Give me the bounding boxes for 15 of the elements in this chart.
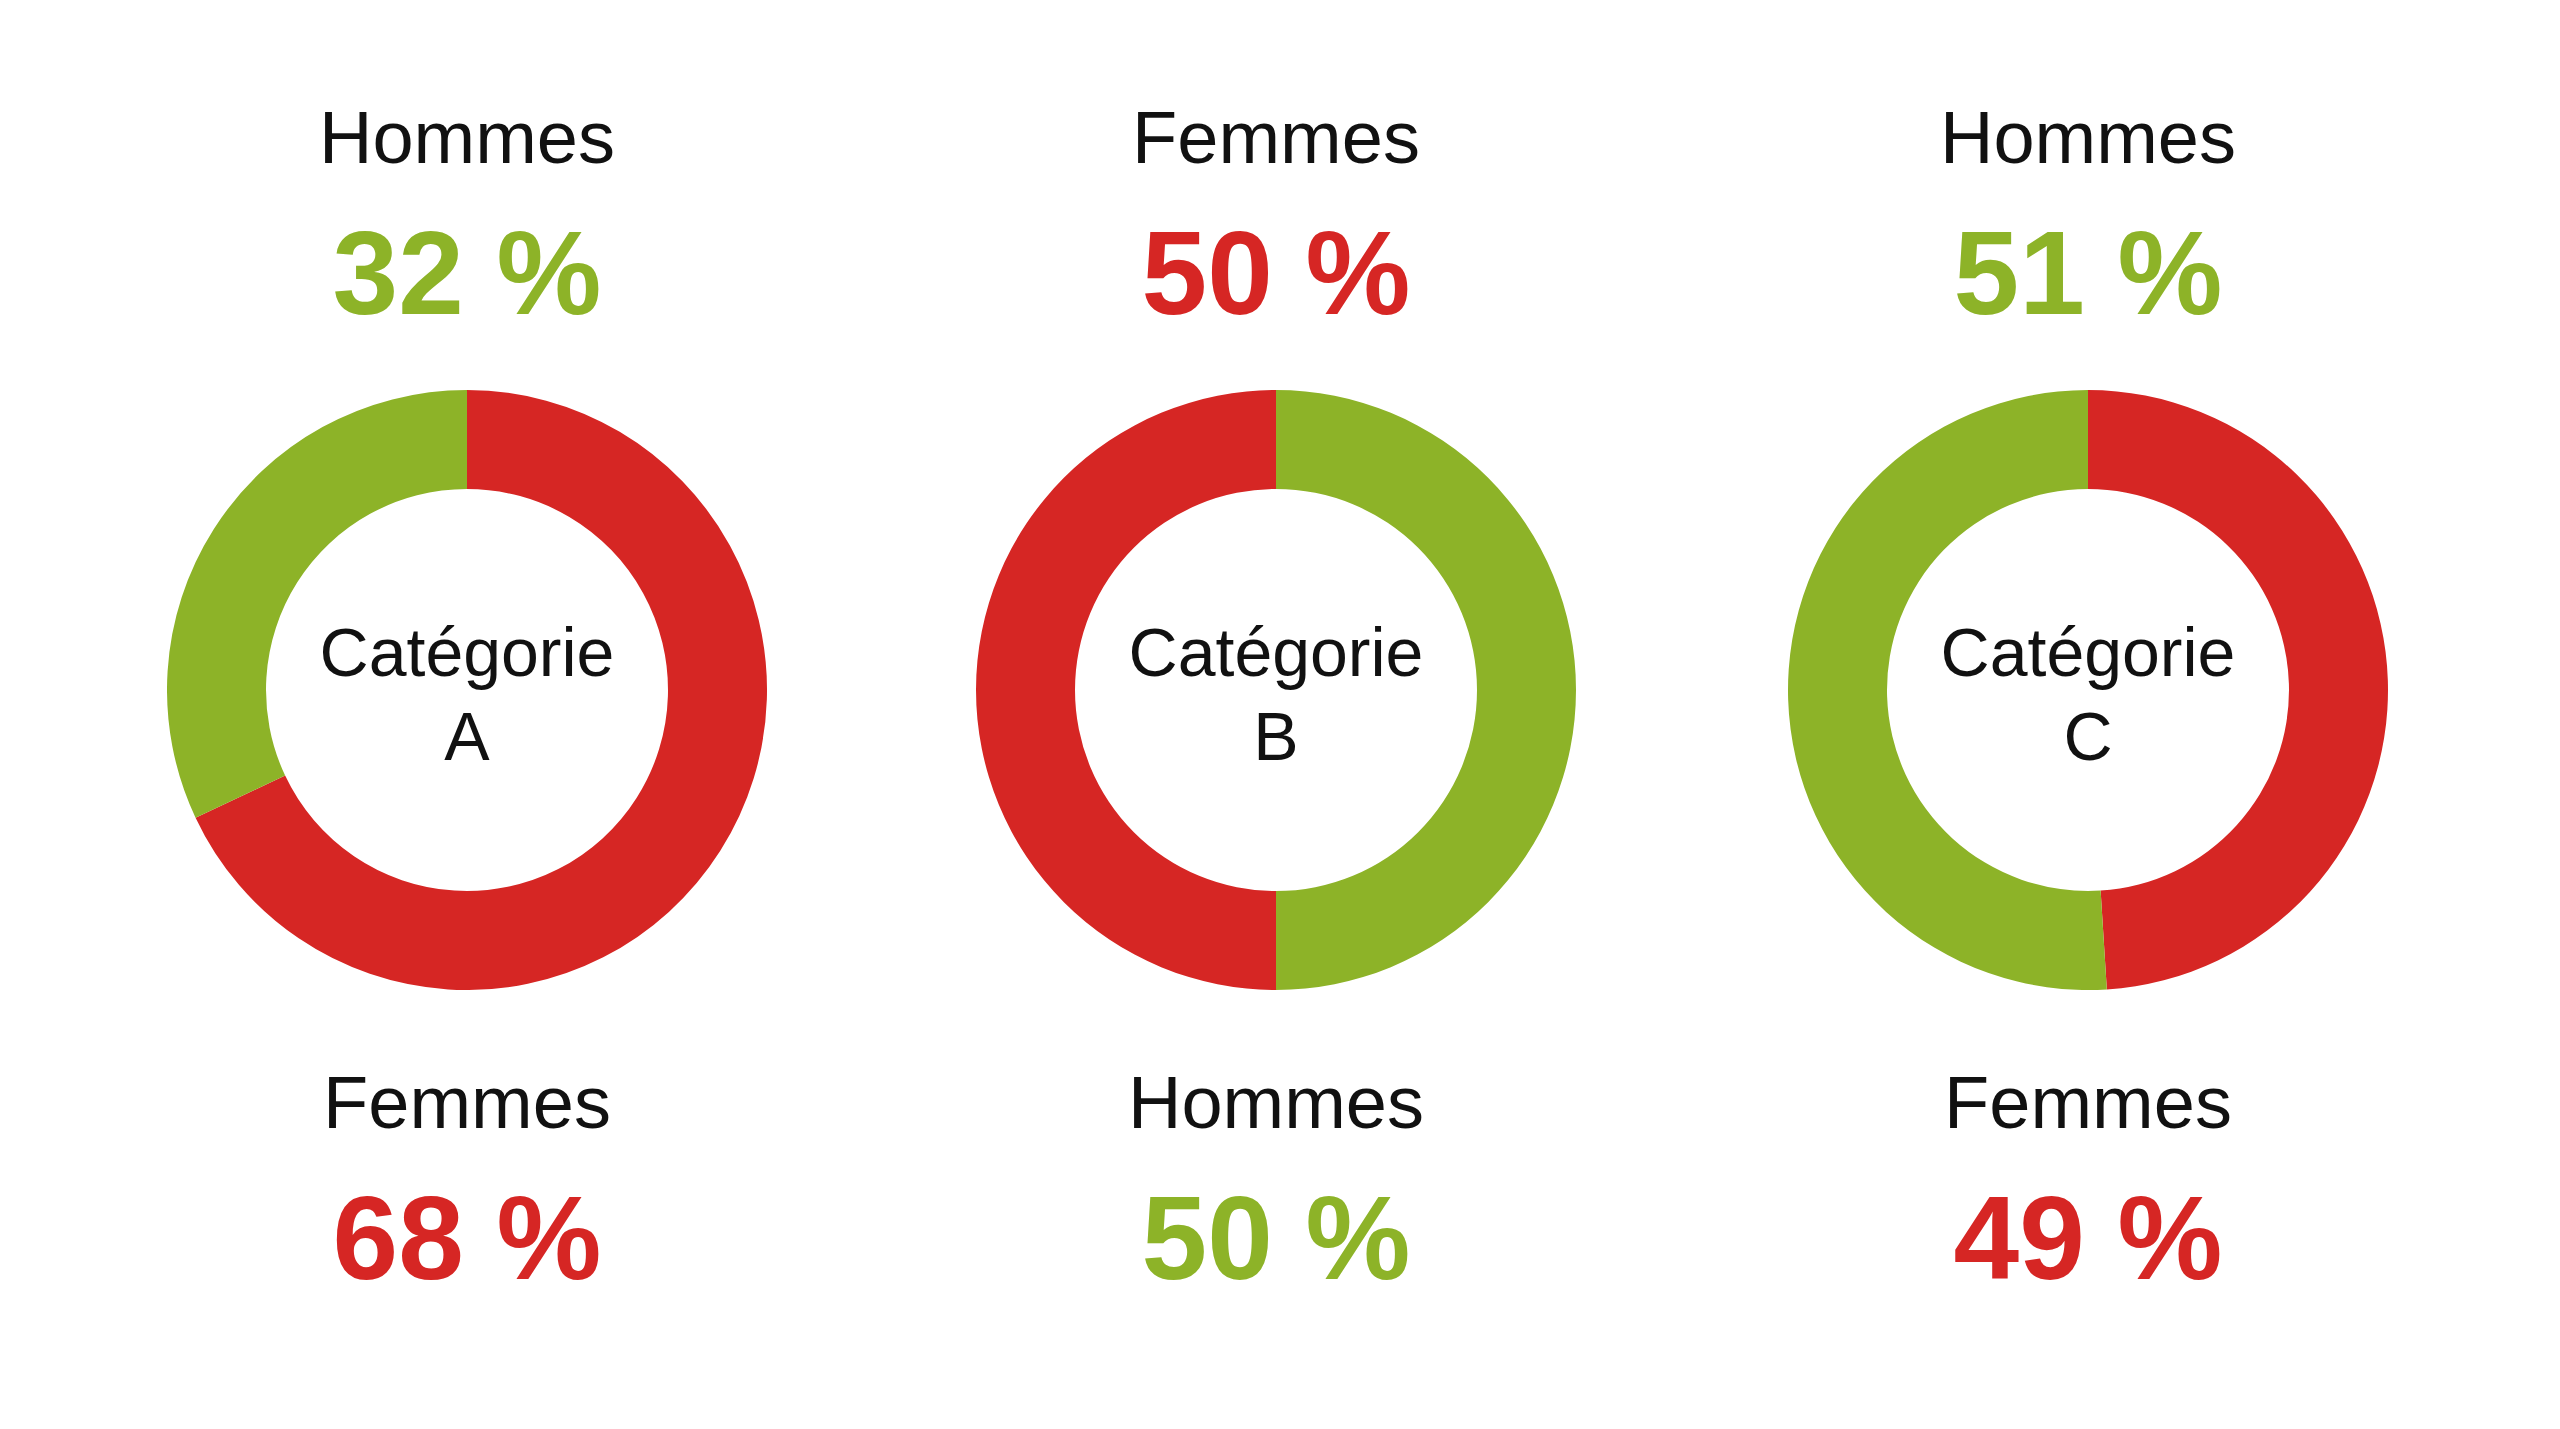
data-label: 50 % [1140,206,1412,341]
slice-label: Femmes [322,1060,612,1145]
data-label: 32 % [331,206,603,341]
slice-label: Femmes [1943,1060,2233,1145]
text: Catégorie C [1939,613,2237,776]
data-label: 68 % [331,1171,603,1306]
slice-label: Hommes [1938,95,2237,180]
data-label: 51 % [1952,206,2224,341]
data-label: 50 % [1140,1171,1412,1306]
slice-label: Hommes [1126,1060,1425,1145]
slice-label: Hommes [317,95,616,180]
text: Catégorie B [1127,613,1425,776]
slice-label: Femmes [1131,95,1421,180]
text: Catégorie A [318,613,616,776]
data-label: 49 % [1952,1171,2224,1306]
